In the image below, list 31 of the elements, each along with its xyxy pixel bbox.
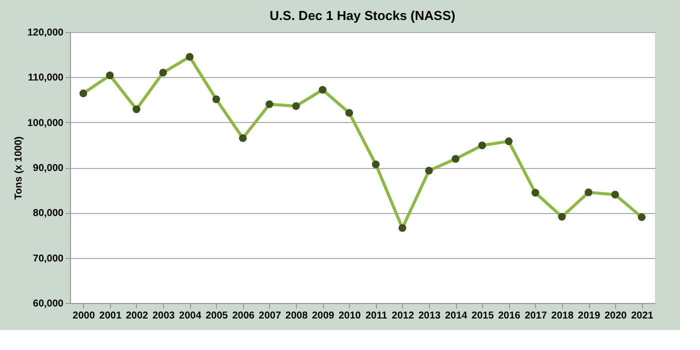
x-tick-label: 2020 <box>604 310 628 322</box>
y-tick-label: 110,000 <box>28 72 64 84</box>
x-tick-label: 2007 <box>258 310 282 322</box>
x-tick-label: 2009 <box>312 310 335 322</box>
y-tick-label: 90,000 <box>32 163 64 174</box>
x-tick-label: 2015 <box>472 310 494 322</box>
x-tick-label: 2018 <box>551 310 574 322</box>
x-tick-label: 2010 <box>338 310 362 322</box>
y-tick-label: 120,000 <box>27 28 64 38</box>
y-tick-label: 70,000 <box>32 253 64 264</box>
y-tick-label: 100,000 <box>27 118 64 129</box>
x-tick-label: 2016 <box>498 310 521 322</box>
x-tick-label: 2012 <box>392 310 414 322</box>
chart-title: U.S. Dec 1 Hay Stocks (NASS) <box>270 8 456 23</box>
x-tick-label: 2005 <box>206 310 228 322</box>
x-tick-label: 2004 <box>179 310 202 322</box>
y-axis-title: Tons (x 1000) <box>13 136 24 200</box>
y-tick-label: 80,000 <box>32 208 64 220</box>
x-tick-label: 2021 <box>631 310 654 322</box>
x-tick-label: 2001 <box>99 310 122 322</box>
x-tick-label: 2008 <box>285 310 308 322</box>
x-tick-label: 2014 <box>444 310 468 322</box>
x-tick-label: 2011 <box>365 310 388 322</box>
x-tick-label: 2013 <box>418 310 442 322</box>
x-tick-label: 2002 <box>126 310 149 322</box>
x-tick-label: 2019 <box>578 310 601 322</box>
x-tick-label: 2006 <box>232 310 255 322</box>
x-tick-label: 2017 <box>524 310 548 322</box>
x-tick-label: 2000 <box>72 310 96 322</box>
y-tick-label: 60,000 <box>32 298 64 310</box>
x-tick-label: 2003 <box>152 310 176 322</box>
